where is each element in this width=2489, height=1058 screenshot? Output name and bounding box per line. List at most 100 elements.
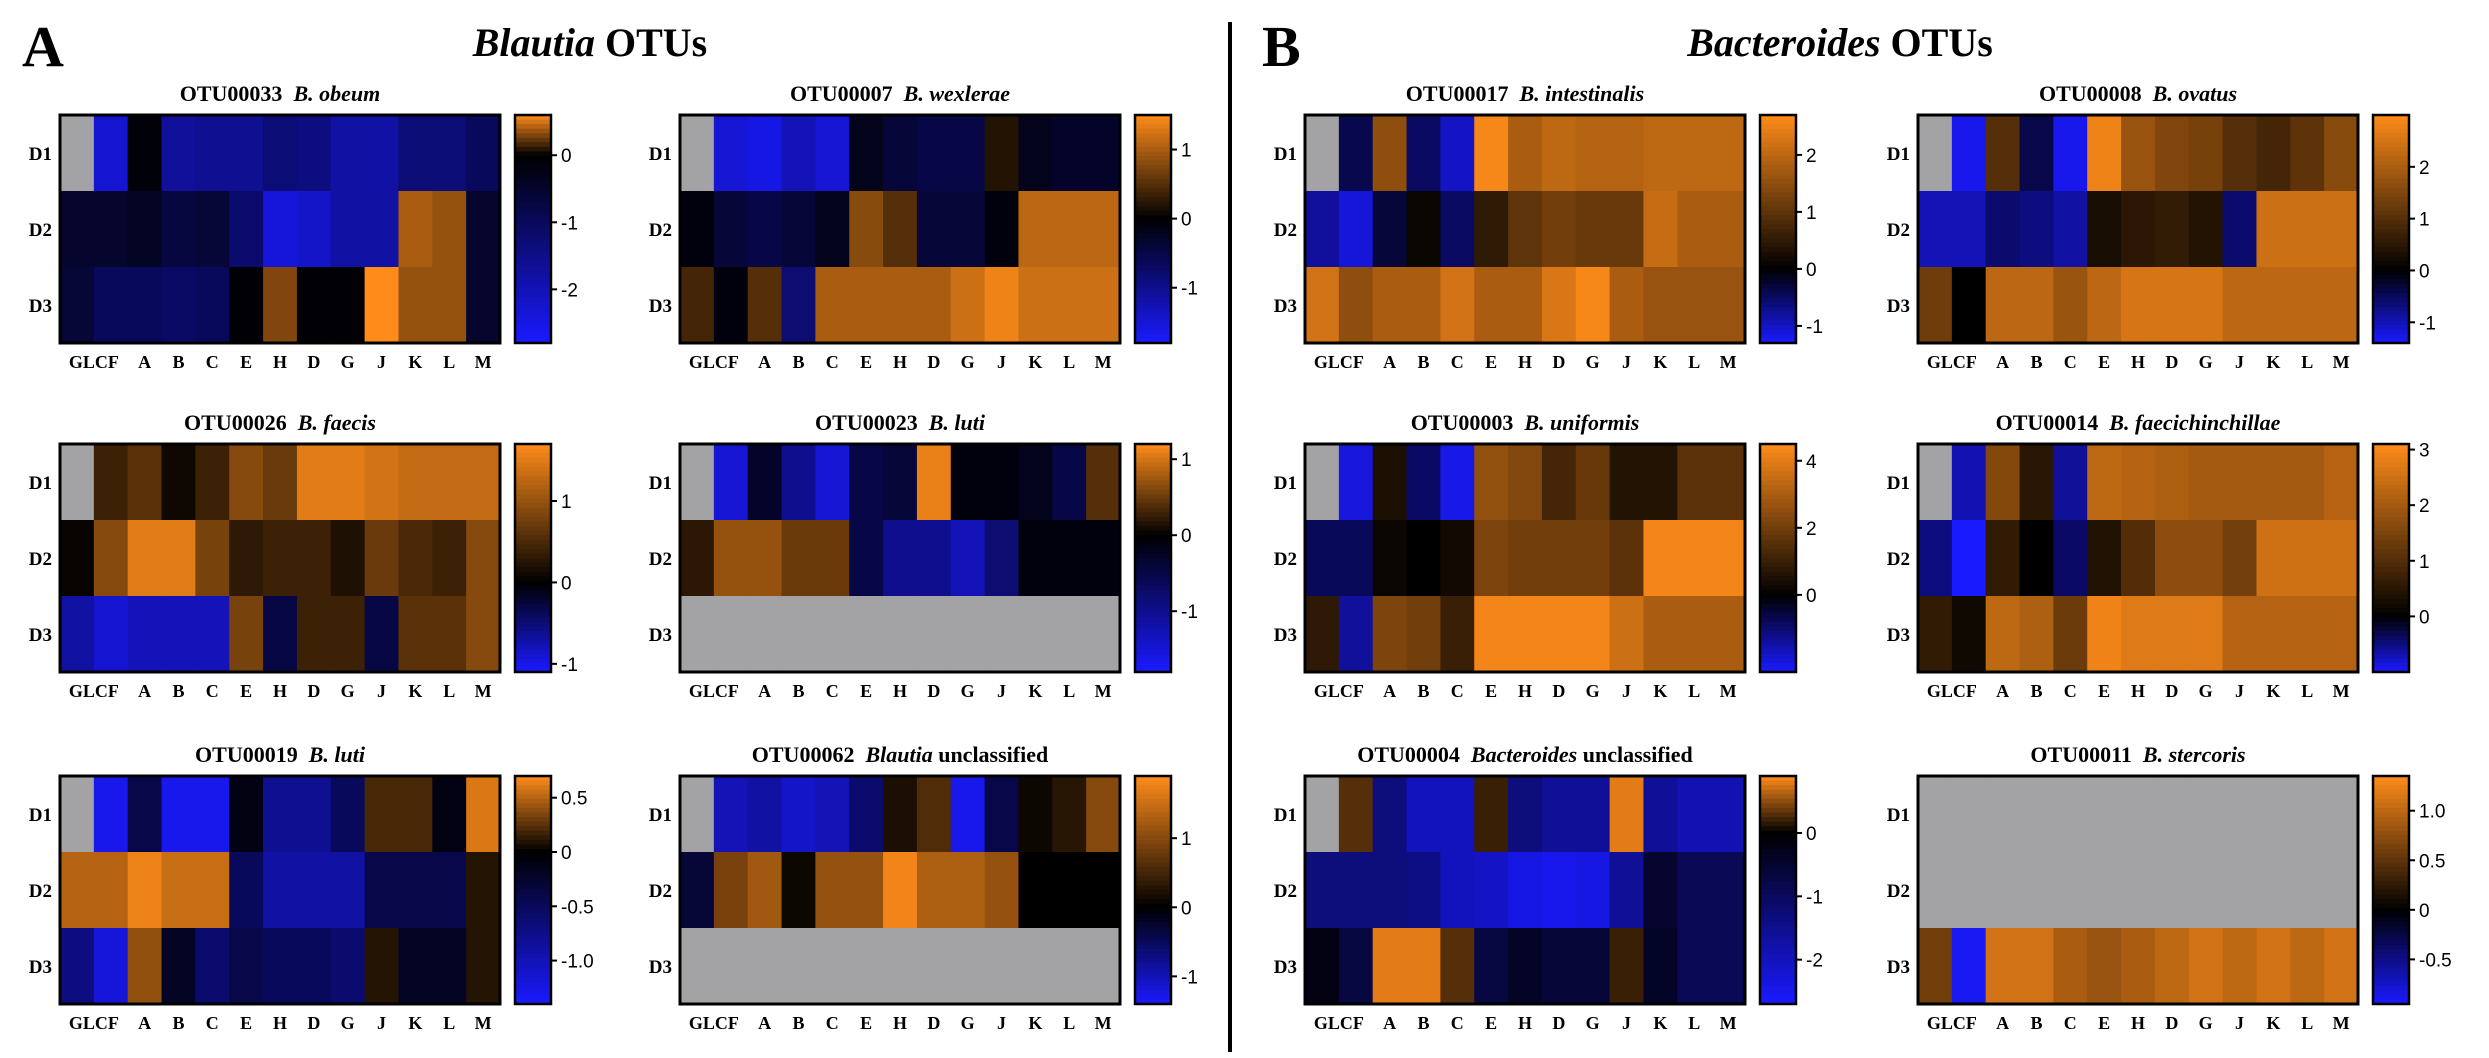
heatmap-otu00011-colorbar-step (2373, 981, 2409, 987)
heatmap-otu00011-colorbar-step (2373, 908, 2409, 914)
heatmap-otu00008-cell-d2-gl (1918, 191, 1953, 268)
heatmap-otu00019-colorbar-step (515, 944, 551, 950)
heatmap-otu00008-cell-d1-b (2019, 115, 2054, 192)
heatmap-otu00007-cell-d2-b (781, 191, 816, 268)
heatmap-otu00033-cell-d2-cf (93, 191, 129, 268)
heatmap-otu00011-cell-d1-c (2053, 776, 2088, 853)
heatmap-otu00003-colorbar-step (1760, 444, 1796, 450)
heatmap-otu00003-colorbar-step (1760, 453, 1796, 459)
heatmap-otu00004-colorbar-step (1760, 853, 1796, 859)
heatmap-otu00007-cell-d2-c (815, 191, 850, 268)
heatmap-otu00033-cell-d3-c (195, 267, 230, 344)
heatmap-otu00004-cell-d1-a (1372, 776, 1408, 853)
heatmap-otu00026-colorbar-step (515, 457, 551, 463)
heatmap-otu00011-cell-d3-d (2154, 928, 2190, 1005)
heatmap-otu00033-cell-d3-gl (60, 267, 95, 344)
heatmap-otu00003-cell-d3-a (1372, 596, 1408, 673)
heatmap-otu00023-colorbar-step (1135, 548, 1171, 554)
heatmap-otu00062-colorbar-step (1135, 944, 1171, 950)
heatmap-otu00004-colorbar-step (1760, 848, 1796, 855)
heatmap-otu00023-colorbar-step (1135, 621, 1171, 627)
heatmap-otu00017-colorbar-step (1760, 128, 1796, 134)
heatmap-otu00023-colorbar-step (1135, 453, 1171, 459)
heatmap-otu00062-cell-d3-e (849, 928, 884, 1005)
heatmap-otu00017-colorbar-step (1760, 124, 1796, 130)
heatmap-otu00033-colorbar-step (515, 279, 551, 285)
heatmap-otu00026-colorbar-step (515, 640, 551, 646)
heatmap-otu00019-colorbar-step (515, 908, 551, 914)
heatmap-otu00011-colorbar-step (2373, 985, 2409, 991)
heatmap-otu00023-colorbar-step (1135, 562, 1171, 568)
heatmap-otu00019-cell-d1-a (127, 776, 163, 853)
heatmap-otu00062-colorbar-step (1135, 917, 1171, 923)
heatmap-otu00014-colorbar-step (2373, 603, 2409, 609)
heatmap-otu00007-colorbar-step (1135, 183, 1171, 189)
heatmap-otu00004-colorbar-step (1760, 812, 1796, 818)
heatmap-otu00007-cell-d1-h (883, 115, 918, 192)
heatmap-otu00007-cell-d1-j (984, 115, 1020, 192)
heatmap-otu00003-x-label-b: B (1417, 681, 1429, 701)
heatmap-otu00003-x-label-d: D (1552, 681, 1565, 701)
heatmap-otu00007-cell-d1-k (1018, 115, 1053, 192)
heatmap-otu00011-colorbar-step (2373, 858, 2409, 864)
heatmap-otu00023-cell-d3-h (883, 596, 918, 673)
heatmap-otu00023-x-label-k: K (1028, 681, 1042, 701)
heatmap-otu00008-cell-d3-c (2053, 267, 2088, 344)
heatmap-otu00011-colorbar-step (2373, 921, 2409, 927)
heatmap-otu00004-colorbar-tick-label: -1 (1806, 887, 1823, 908)
heatmap-otu00014-cell-d3-l (2290, 596, 2325, 673)
heatmap-otu00026-cell-d2-h (263, 520, 298, 597)
heatmap-otu00007-cell-d1-cf (713, 115, 749, 192)
heatmap-otu00062-colorbar-step (1135, 839, 1171, 845)
heatmap-otu00033-colorbar-step (515, 178, 551, 184)
heatmap-otu00062-cell-d1-b (781, 776, 816, 853)
heatmap-otu00023-colorbar-step (1135, 498, 1171, 504)
heatmap-otu00019-x-label-j: J (377, 1013, 386, 1033)
heatmap-otu00062-cell-d3-l (1052, 928, 1087, 1005)
heatmap-otu00014-cell-d3-e (2087, 596, 2122, 673)
heatmap-otu00017-cell-d2-gl (1305, 191, 1340, 268)
heatmap-otu00026-colorbar-step (515, 599, 551, 605)
heatmap-otu00033-colorbar-step (515, 274, 551, 280)
heatmap-otu00019-x-label-e: E (240, 1013, 252, 1033)
heatmap-otu00007-x-label-m: M (1095, 352, 1112, 372)
heatmap-otu00062-cell-d3-c (815, 928, 850, 1005)
heatmap-otu00062-colorbar-step (1135, 803, 1171, 809)
heatmap-otu00033-colorbar-step (515, 320, 551, 326)
heatmap-otu00062-cell-d2-b (781, 852, 816, 929)
heatmap-otu00023-cell-d3-e (849, 596, 884, 673)
heatmap-otu00007-colorbar-step (1135, 270, 1171, 276)
heatmap-otu00008-colorbar-step (2373, 279, 2409, 285)
heatmap-otu00014-cell-d2-a (1985, 520, 2021, 597)
heatmap-otu00003-cell-d2-e (1474, 520, 1509, 597)
heatmap-otu00019-colorbar-step (515, 972, 551, 978)
heatmap-otu00026-colorbar-step (515, 489, 551, 495)
heatmap-otu00019-x-label-h: H (273, 1013, 287, 1033)
heatmap-otu00004-x-label-k: K (1653, 1013, 1667, 1033)
heatmap-otu00017-colorbar-step (1760, 229, 1796, 235)
heatmap-otu00019-cell-d3-c (195, 928, 230, 1005)
heatmap-otu00004-frame (1303, 774, 1747, 1006)
heatmap-otu00007-cell-d2-g (950, 191, 986, 268)
heatmap-otu00023-x-label-c: C (826, 681, 839, 701)
heatmap-otu00014-cell-d3-cf (1951, 596, 1987, 673)
heatmap-otu00011-cell-d1-a (1985, 776, 2021, 853)
heatmap-otu00033-colorbar-step (515, 283, 551, 289)
heatmap-otu00023-title-otu: OTU00023 (815, 410, 929, 435)
heatmap-otu00026-cell-d2-b (161, 520, 196, 597)
heatmap-otu00014-colorbar-step (2373, 453, 2409, 459)
heatmap-otu00019-colorbar-step (515, 821, 551, 827)
heatmap-otu00011-row-label-d2: D2 (1887, 881, 1910, 902)
heatmap-otu00007-colorbar-tick-label: 0 (1181, 210, 1192, 231)
heatmap-otu00017-colorbar-step (1760, 288, 1796, 294)
heatmap-otu00003-colorbar-step (1760, 603, 1796, 609)
heatmap-otu00003-cell-d2-b (1406, 520, 1441, 597)
heatmap-otu00008-colorbar-step (2373, 165, 2409, 171)
heatmap-otu00007-cell-d3-h (883, 267, 918, 344)
heatmap-otu00007-cell-d3-gl (680, 267, 715, 344)
heatmap-otu00023-cell-d1-j (984, 444, 1020, 521)
heatmap-otu00026-cell-d1-h (263, 444, 298, 521)
heatmap-otu00011-cell-d3-a (1985, 928, 2021, 1005)
heatmap-otu00017-cell-d1-k (1643, 115, 1678, 192)
heatmap-otu00019-frame (58, 774, 502, 1006)
